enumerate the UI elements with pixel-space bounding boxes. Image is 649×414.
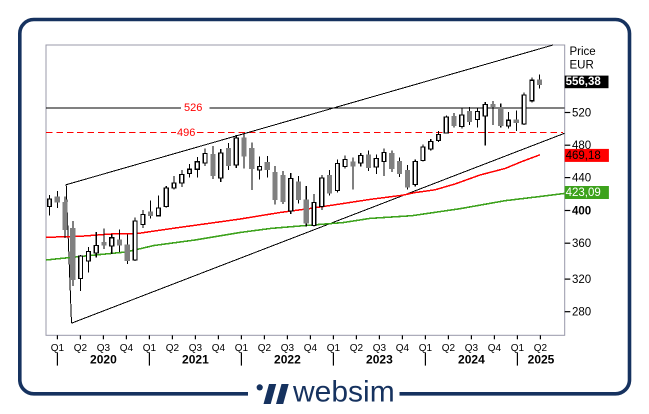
svg-text:2021: 2021 — [182, 353, 209, 367]
svg-text:526: 526 — [184, 102, 202, 114]
svg-text:2024: 2024 — [458, 353, 485, 367]
svg-text:Q2: Q2 — [442, 343, 456, 354]
svg-text:Q2: Q2 — [258, 343, 272, 354]
svg-text:360: 360 — [572, 238, 591, 250]
svg-text:2022: 2022 — [274, 353, 301, 367]
svg-text:Q4: Q4 — [120, 343, 134, 354]
svg-text:Q2: Q2 — [534, 343, 548, 354]
svg-text:Q4: Q4 — [488, 343, 502, 354]
svg-text:Q1: Q1 — [143, 343, 157, 354]
svg-text:websim: websim — [292, 376, 395, 409]
svg-text:Q3: Q3 — [373, 343, 387, 354]
svg-text:320: 320 — [572, 274, 591, 286]
svg-text:Q1: Q1 — [235, 343, 249, 354]
svg-text:Q3: Q3 — [97, 343, 111, 354]
svg-text:Q4: Q4 — [304, 343, 318, 354]
svg-text:556,38: 556,38 — [566, 76, 602, 88]
svg-text:EUR: EUR — [570, 60, 594, 72]
svg-text:Price: Price — [570, 46, 596, 58]
svg-text:469,18: 469,18 — [566, 150, 601, 162]
svg-text:496: 496 — [177, 127, 195, 139]
svg-text:Q2: Q2 — [74, 343, 88, 354]
svg-text:520: 520 — [572, 108, 591, 120]
svg-text:423,09: 423,09 — [566, 187, 601, 199]
svg-text:Q4: Q4 — [396, 343, 410, 354]
svg-text:2023: 2023 — [366, 353, 393, 367]
svg-text:2025: 2025 — [528, 353, 555, 367]
svg-text:2020: 2020 — [90, 353, 117, 367]
svg-text:Q1: Q1 — [51, 343, 65, 354]
svg-text:Q1: Q1 — [419, 343, 433, 354]
svg-text:Q1: Q1 — [511, 343, 525, 354]
svg-text:Q3: Q3 — [189, 343, 203, 354]
svg-text:Q3: Q3 — [465, 343, 479, 354]
svg-text:Q4: Q4 — [212, 343, 226, 354]
svg-text:400: 400 — [572, 206, 591, 218]
svg-text:Q1: Q1 — [327, 343, 341, 354]
svg-text:Q2: Q2 — [166, 343, 180, 354]
svg-text:Q3: Q3 — [281, 343, 295, 354]
svg-text:280: 280 — [572, 307, 591, 319]
svg-text:440: 440 — [572, 173, 591, 185]
svg-text:Q2: Q2 — [350, 343, 364, 354]
